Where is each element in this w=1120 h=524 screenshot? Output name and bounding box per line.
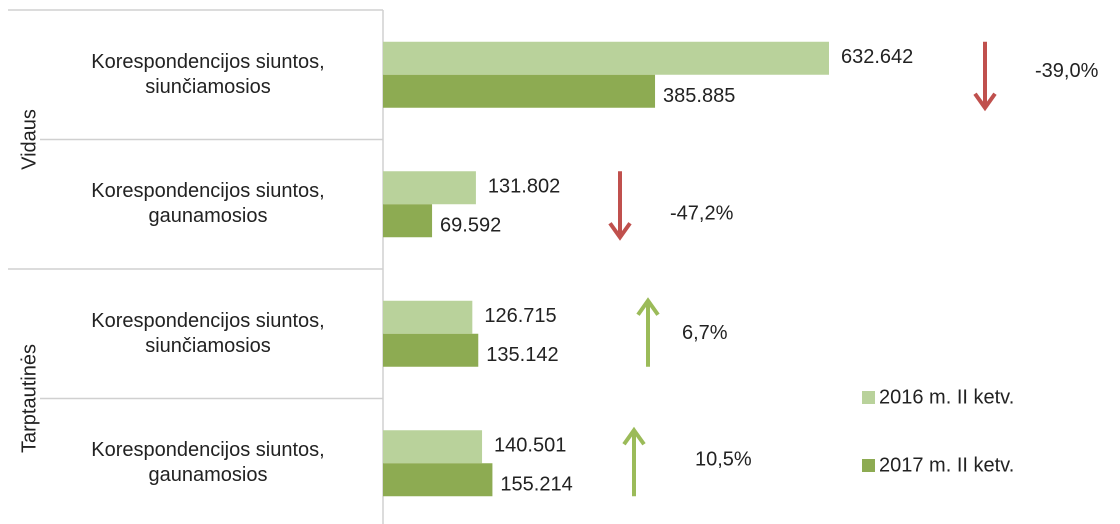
bar [383, 463, 493, 497]
group-label: Tarptautinės [18, 344, 40, 453]
category-label: Korespondencijos siuntos, gaunamosios [91, 180, 325, 228]
bar [383, 41, 829, 75]
value-label: 155.214 [500, 474, 572, 496]
arrow-head [973, 92, 997, 112]
category-label: Korespondencijos siuntos, gaunamosios [91, 439, 325, 487]
legend-label: 2016 m. II ketv. [879, 386, 1014, 408]
bar [383, 430, 483, 464]
value-label: 385.885 [663, 85, 735, 107]
value-label: 140.501 [494, 435, 566, 457]
value-label: 126.715 [484, 305, 556, 327]
legend-label: 2017 m. II ketv. [879, 454, 1014, 476]
value-label: 131.802 [488, 176, 560, 198]
group-label: Vidaus [18, 109, 40, 170]
arrow-head [636, 297, 660, 316]
bar [383, 204, 433, 238]
bar [383, 333, 479, 367]
category-label: Korespondencijos siuntos, siunčiamosios [91, 50, 325, 98]
arrow-head [622, 426, 646, 446]
annotation: 10,5% [695, 449, 752, 471]
arrow-head [608, 222, 632, 241]
value-label: 69.592 [440, 215, 501, 237]
annotation: -47,2% [670, 203, 734, 225]
category-label: Korespondencijos siuntos, siunčiamosios [91, 309, 325, 357]
bar [383, 74, 656, 108]
value-label: 135.142 [486, 344, 558, 366]
value-label: 632.642 [841, 46, 913, 68]
bar [383, 171, 476, 205]
bar [383, 300, 473, 334]
legend-swatch [862, 459, 875, 472]
annotation: 6,7% [682, 322, 728, 344]
legend-swatch [862, 391, 875, 404]
annotation: -39,0% [1035, 60, 1099, 82]
